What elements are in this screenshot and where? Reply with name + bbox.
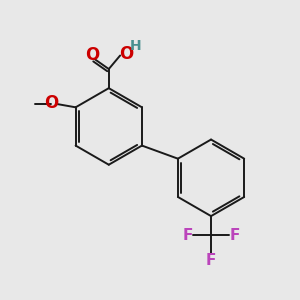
Text: F: F [230, 228, 240, 243]
Text: H: H [130, 39, 141, 53]
Text: F: F [206, 253, 216, 268]
Text: O: O [85, 46, 99, 64]
Text: O: O [119, 45, 134, 63]
Text: O: O [44, 94, 58, 112]
Text: F: F [182, 228, 193, 243]
